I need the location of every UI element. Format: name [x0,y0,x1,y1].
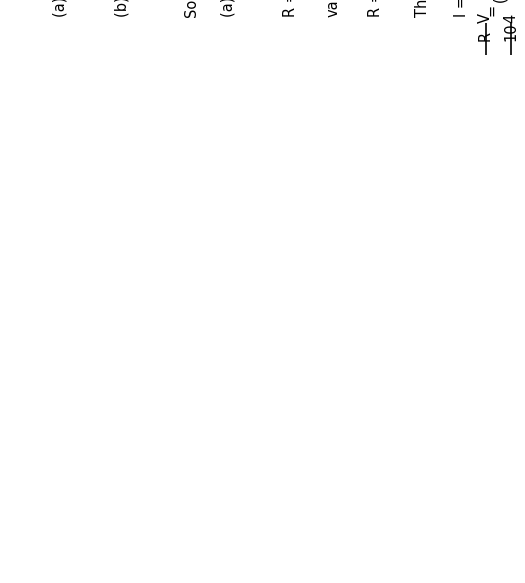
Text: R = 10 Ohm: R = 10 Ohm [368,0,383,17]
Text: =: = [486,1,501,17]
Text: R = 8 + 2    (Since they are in series we add their: R = 8 + 2 (Since they are in series we a… [284,0,299,17]
Text: (a) The total resistance in the circuit is:: (a) The total resistance in the circuit … [220,0,236,17]
Text: 10: 10 [503,22,518,41]
Text: Therefore the current in the circuit is given by:: Therefore the current in the circuit is … [415,0,430,17]
Text: 4: 4 [503,14,518,23]
Text: (b) the emf of a cell that will give a balance length of 42cm: (b) the emf of a cell that will give a b… [116,0,131,17]
Text: values): values) [326,0,341,17]
Text: (a) the current flowing through the circuit: (a) the current flowing through the circ… [52,0,68,17]
Text: I =: I = [454,0,469,17]
Text: Solution: Solution [184,0,199,17]
Text: (From V = IR): (From V = IR) [494,0,509,17]
Text: R: R [478,31,493,41]
Text: V: V [478,13,493,23]
